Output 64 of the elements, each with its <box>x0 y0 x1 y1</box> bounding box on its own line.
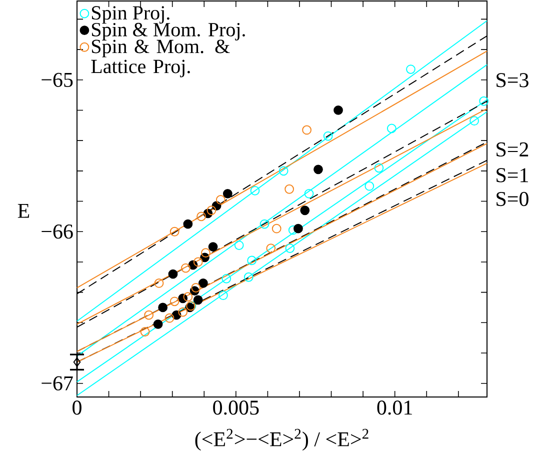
point <box>386 124 396 134</box>
point <box>170 296 180 306</box>
point <box>302 125 312 135</box>
x-axis-title: (<E$^{2}$>−<E>$^{2}$) / <E>$^{2}$ <box>195 428 368 451</box>
point <box>216 195 226 204</box>
point <box>244 272 254 282</box>
legend-label: Spin & Mom. & Lattice Proj. <box>91 40 230 78</box>
y-tick-label: −66 <box>42 224 73 239</box>
y-tick-label: −67 <box>42 376 73 390</box>
point <box>234 240 244 250</box>
legend-label: Spin & Mom. Proj. <box>92 22 245 40</box>
point <box>260 219 270 229</box>
point <box>304 188 314 198</box>
text: S=1 <box>496 168 528 182</box>
text: S=0 <box>496 192 528 206</box>
point <box>470 116 479 126</box>
point <box>168 269 178 279</box>
legend-label: Spin Proj. <box>92 6 170 24</box>
point <box>191 283 201 292</box>
point <box>323 131 333 141</box>
point <box>300 206 310 216</box>
point <box>284 184 294 194</box>
point <box>153 319 163 329</box>
point <box>178 307 188 317</box>
point <box>140 327 150 336</box>
point <box>198 278 208 288</box>
point <box>218 290 228 300</box>
point <box>406 64 416 74</box>
point <box>285 244 295 254</box>
point <box>314 164 323 174</box>
point <box>164 313 174 323</box>
point <box>294 224 303 234</box>
x-tick-label: 0.01 <box>377 400 412 415</box>
point <box>272 224 282 234</box>
point <box>73 357 81 367</box>
point <box>334 106 343 115</box>
point <box>170 226 180 236</box>
point <box>183 292 193 302</box>
point <box>208 242 218 252</box>
point <box>374 163 384 173</box>
point <box>201 248 210 258</box>
point <box>250 186 260 196</box>
point <box>181 263 190 273</box>
point <box>364 181 374 191</box>
point <box>222 274 232 284</box>
point <box>278 166 288 176</box>
point <box>288 225 298 235</box>
point <box>154 278 164 288</box>
point <box>193 295 203 305</box>
point <box>196 212 206 222</box>
x-tick-label: 0 <box>72 400 82 415</box>
y-tick-label: −65 <box>42 72 73 87</box>
point <box>158 302 168 312</box>
x-tick-label: 0.005 <box>213 400 259 415</box>
point <box>144 310 154 320</box>
point <box>183 219 193 229</box>
point <box>247 256 257 266</box>
text: S=2 <box>496 142 528 157</box>
point <box>266 244 276 254</box>
y-axis-title: E <box>18 204 30 218</box>
text: S=3 <box>496 73 528 88</box>
point <box>222 188 232 198</box>
point <box>193 257 203 267</box>
point <box>206 206 216 216</box>
